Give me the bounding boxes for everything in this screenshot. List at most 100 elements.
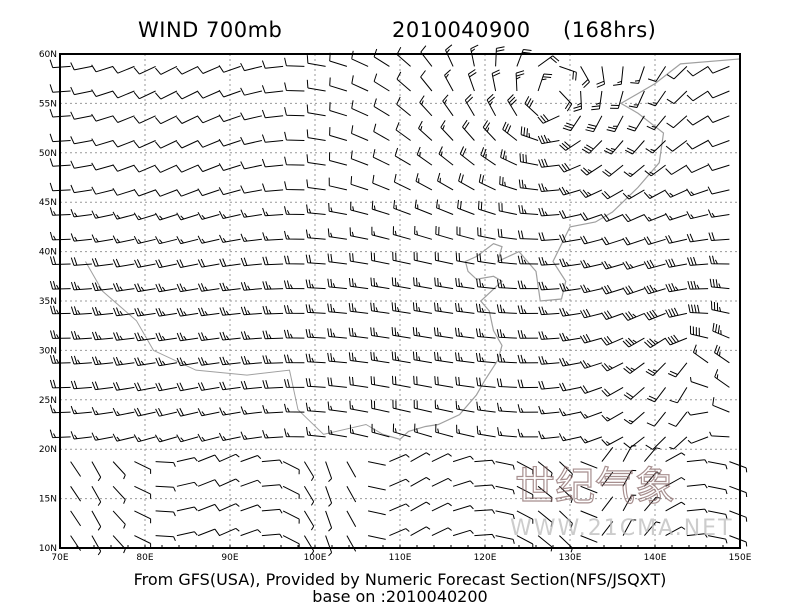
wind-barb: [284, 403, 305, 413]
wind-barb: [622, 519, 637, 536]
wind-barb: [155, 236, 178, 245]
wind-barb: [218, 89, 241, 98]
wind-barb: [240, 209, 262, 218]
wind-barb: [431, 477, 452, 487]
wind-barb: [646, 387, 666, 403]
wind-barb: [282, 535, 300, 549]
wind-barb: [538, 256, 560, 266]
wind-barb: [284, 181, 305, 191]
wind-barb: [622, 189, 645, 200]
wind-barb: [622, 469, 637, 487]
wind-barb: [133, 407, 156, 417]
wind-barb: [176, 481, 198, 487]
wind-barb: [134, 535, 152, 548]
lon-label: 150E: [729, 553, 752, 563]
wind-barb: [283, 354, 305, 364]
wind-barb: [112, 211, 135, 220]
wind-barb: [218, 114, 241, 123]
wind-barb: [348, 302, 369, 314]
wind-barb: [707, 65, 730, 74]
wind-barb: [433, 327, 454, 339]
wind-barb: [284, 230, 305, 240]
wind-barb: [558, 162, 581, 173]
wind-barb: [538, 158, 560, 168]
wind-barb: [219, 258, 241, 267]
wind-barb: [261, 85, 284, 94]
wind-barb: [91, 535, 102, 556]
wind-barb: [412, 351, 432, 364]
wind-barb: [729, 461, 748, 473]
wind-barb: [392, 251, 411, 265]
wind-barb: [219, 381, 241, 391]
wind-barb: [606, 115, 624, 133]
wind-barb: [112, 433, 135, 442]
wind-barb: [438, 146, 454, 166]
wind-barb: [559, 357, 581, 367]
wind-barb: [496, 279, 517, 290]
wind-barb: [707, 139, 730, 148]
wind-barb: [197, 188, 220, 197]
wind-barb: [218, 138, 241, 147]
datetime-title: 2010040900: [392, 18, 531, 42]
wind-barb: [197, 115, 220, 124]
wind-barb: [491, 69, 501, 92]
wind-barb: [392, 375, 411, 388]
wind-barb: [305, 329, 326, 339]
wind-barb: [665, 189, 688, 198]
wind-barb: [261, 109, 284, 119]
lat-label: 45N: [39, 198, 57, 208]
wind-barb: [559, 258, 581, 268]
wind-barb: [475, 303, 496, 314]
wind-barb: [538, 281, 560, 291]
wind-barb: [668, 411, 688, 427]
lat-label: 20N: [39, 445, 57, 455]
wind-barb: [394, 147, 411, 166]
wind-barb: [305, 402, 326, 413]
wind-barb: [579, 212, 603, 221]
wind-barb: [70, 405, 92, 415]
wind-barb: [219, 331, 241, 341]
wind-barb: [370, 351, 390, 364]
wind-barb: [666, 66, 688, 80]
wind-barb: [396, 96, 411, 117]
wind-barb: [327, 278, 347, 290]
wind-barb: [155, 65, 178, 75]
wind-barb: [112, 258, 135, 268]
wind-barb: [482, 120, 496, 141]
wind-barb: [456, 424, 475, 438]
wind-barb: [134, 461, 152, 474]
wind-barb: [538, 380, 560, 390]
wind-barb: [410, 452, 431, 463]
wind-barb: [435, 423, 454, 438]
wind-barb: [113, 332, 135, 341]
wind-barb: [240, 281, 262, 291]
wind-barb: [133, 90, 156, 100]
wind-barb: [601, 436, 624, 446]
wind-barb: [112, 382, 135, 391]
wind-barb: [434, 277, 454, 290]
wind-barb: [197, 454, 221, 463]
wind-barb: [346, 486, 357, 503]
wind-barb: [91, 64, 114, 73]
wind-barb: [474, 509, 496, 514]
wind-barb: [261, 158, 284, 168]
wind-barb: [711, 301, 730, 314]
wind-barb: [729, 485, 748, 498]
wind-barb: [262, 405, 284, 414]
wind-barb: [601, 213, 624, 222]
wind-barb: [458, 173, 475, 191]
wind-barb: [49, 108, 71, 118]
wind-barb: [519, 153, 539, 166]
wind-barb: [665, 477, 686, 487]
wind-barb: [306, 104, 326, 117]
wind-barb: [537, 55, 560, 67]
wind-barb: [478, 174, 496, 191]
grid-lines: [60, 54, 740, 548]
wind-barb: [154, 164, 178, 173]
wind-barb: [626, 115, 645, 132]
wind-barb: [665, 452, 686, 463]
wind-barb: [70, 233, 92, 242]
wind-barb: [133, 164, 156, 173]
wind-barb: [416, 146, 433, 166]
